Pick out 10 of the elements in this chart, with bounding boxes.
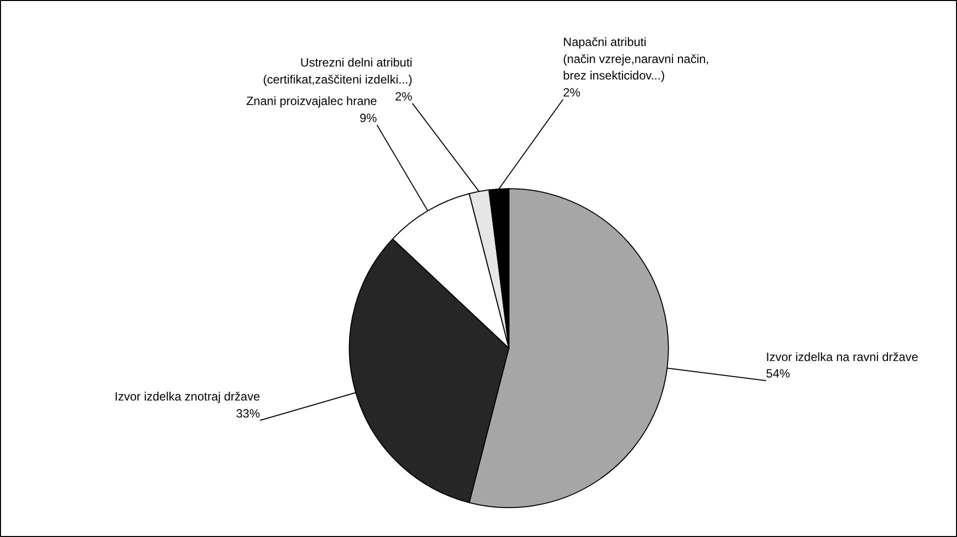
slice-label: Znani proizvajalec hrane	[246, 94, 378, 108]
data-label: 54%	[766, 366, 790, 381]
slice-label: Izvor izdelka znotraj države	[114, 390, 260, 404]
data-label: 2%	[395, 89, 413, 104]
slice-label: Ustrezni delni atributi (certifikat,zaščiteni izdelki...)	[262, 56, 412, 86]
data-label: 33%	[236, 406, 260, 420]
data-label: 2%	[563, 85, 581, 100]
data-label: 9%	[360, 111, 378, 125]
slice-label: Napačni atributi (način vzreje,naravni način, brez insekticidov...)	[563, 34, 710, 83]
slice-label: Izvor izdelka na ravni države	[766, 350, 918, 364]
